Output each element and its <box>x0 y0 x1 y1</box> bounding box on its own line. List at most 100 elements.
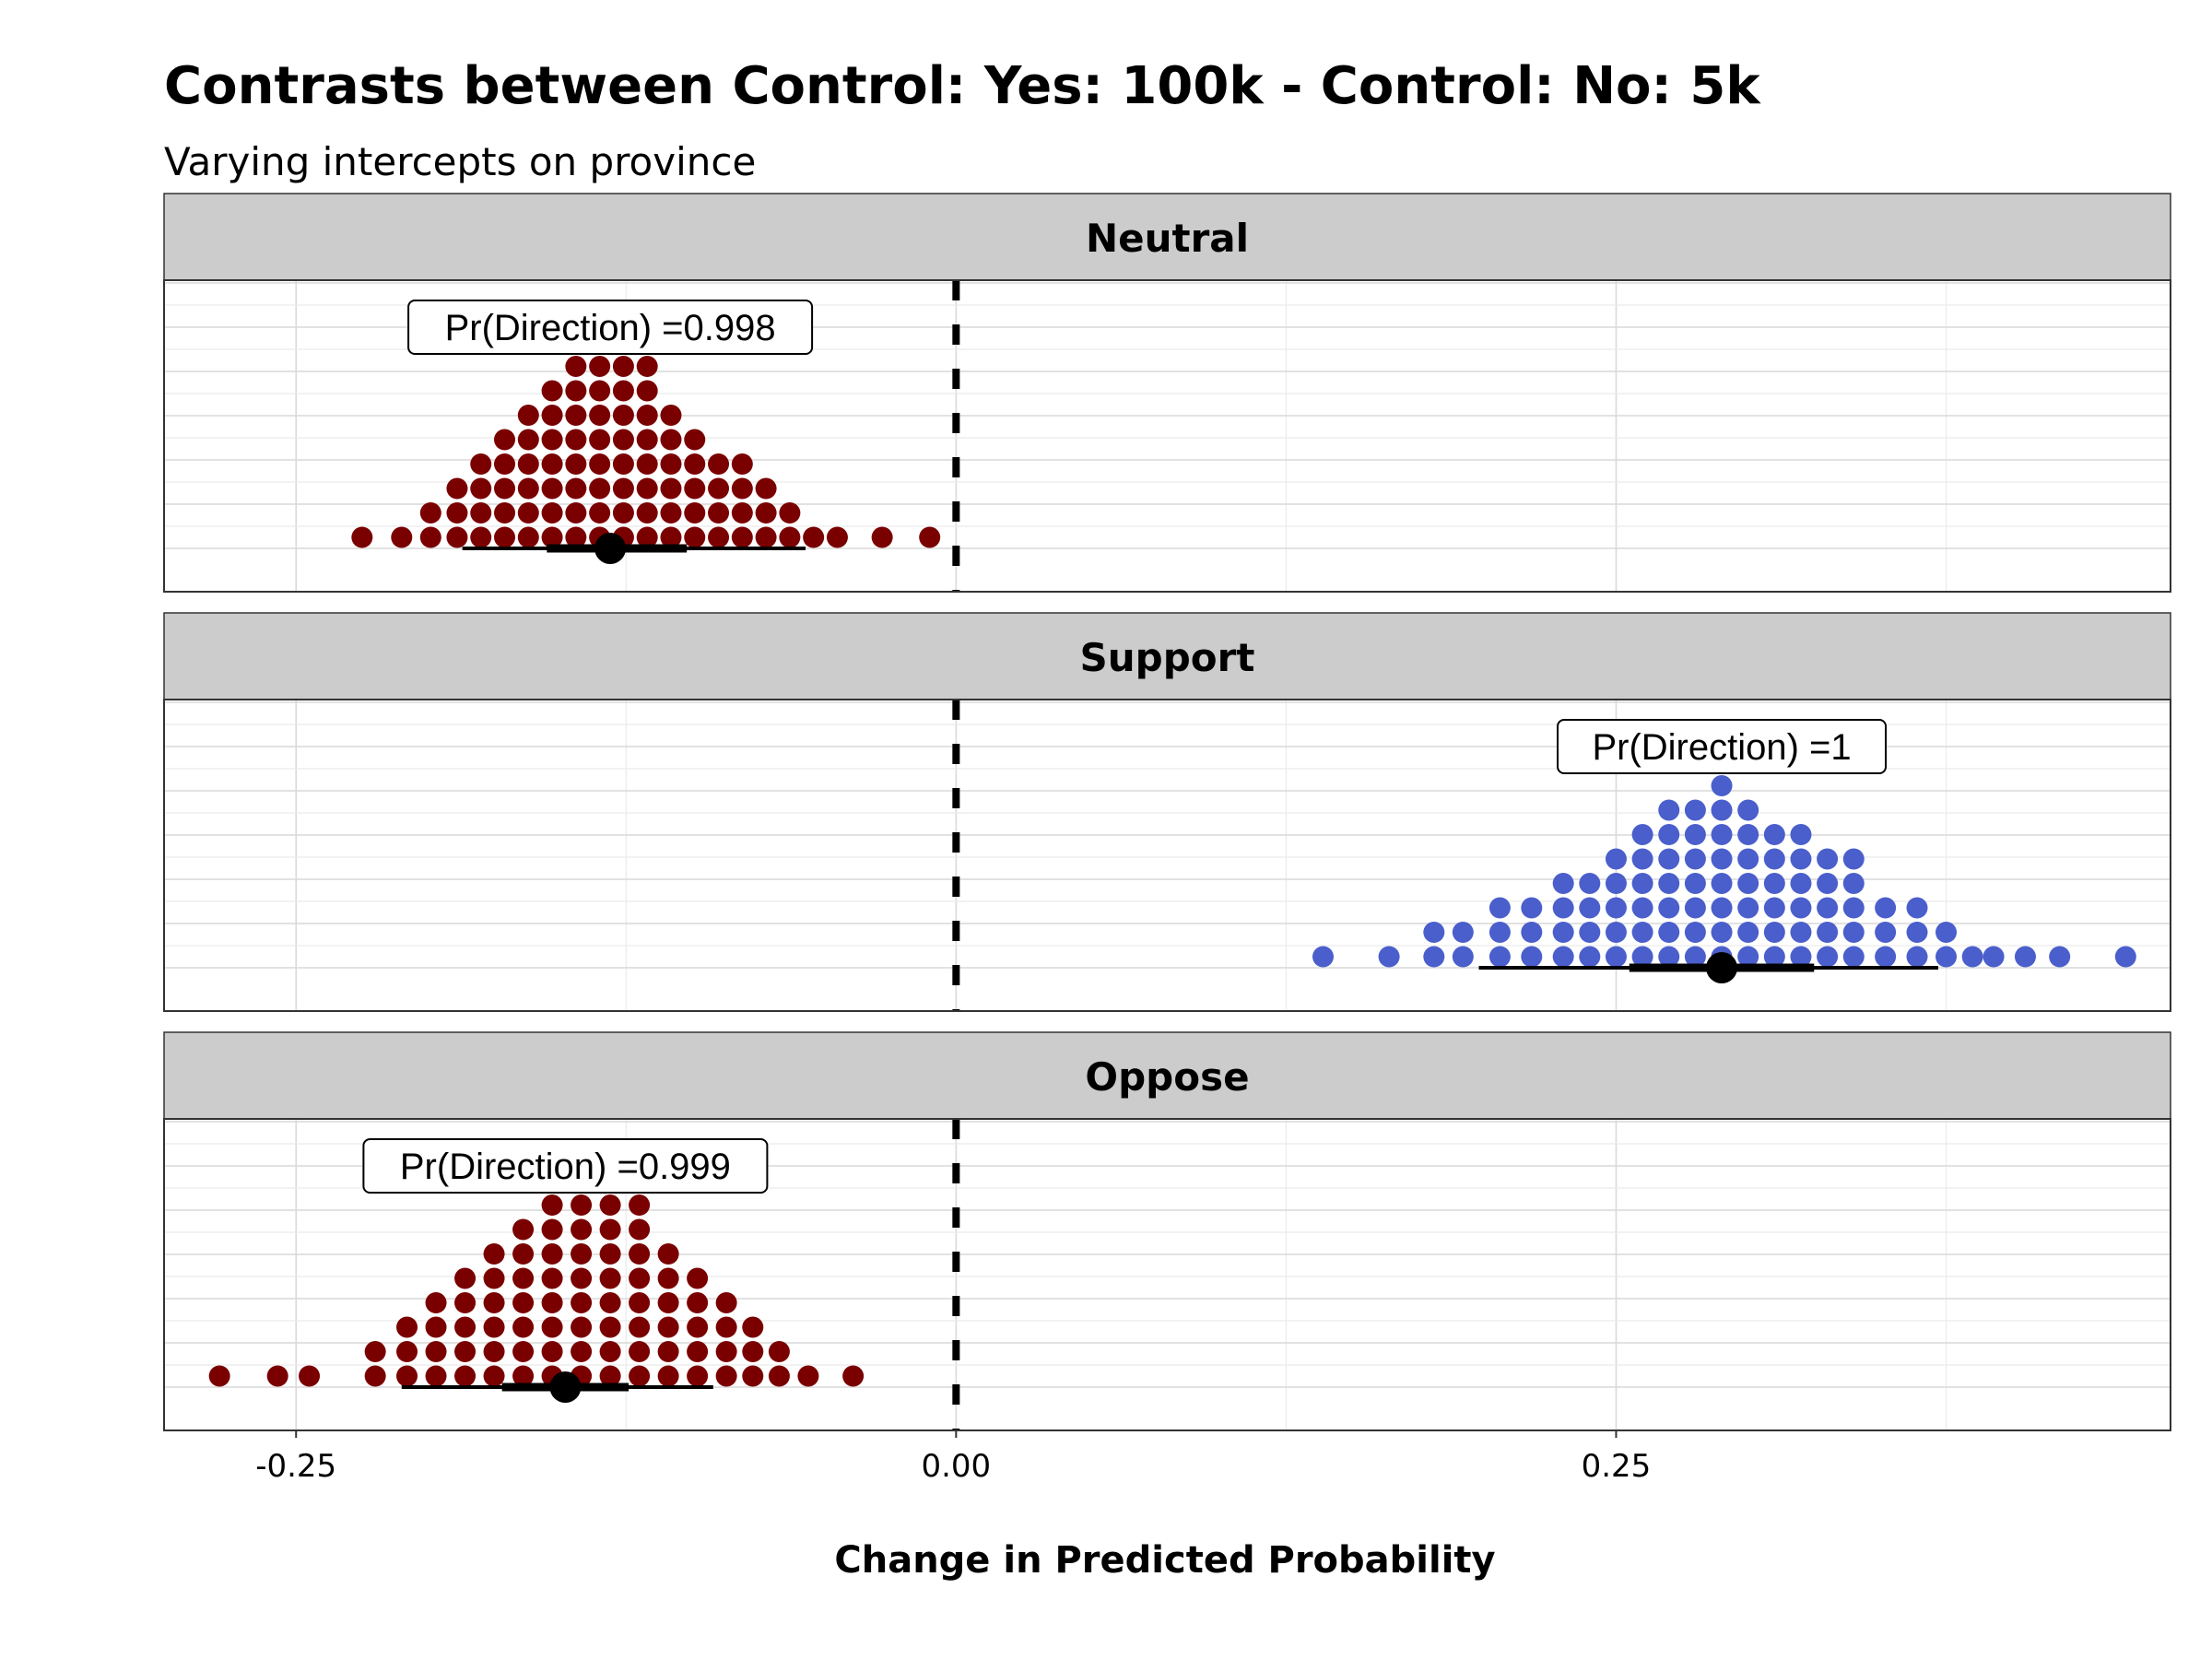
dot <box>919 526 941 548</box>
annotation-box <box>407 300 814 355</box>
dot <box>1763 922 1785 943</box>
dot <box>826 526 848 548</box>
dot <box>636 405 658 426</box>
dot <box>1579 873 1601 894</box>
dot <box>470 477 492 500</box>
dot <box>599 1341 621 1362</box>
dot <box>565 405 587 426</box>
dot <box>612 502 634 524</box>
dot <box>364 1365 386 1387</box>
dot <box>470 526 492 548</box>
dot <box>470 502 492 524</box>
dot <box>483 1341 505 1362</box>
dot <box>1737 873 1759 894</box>
dot <box>541 526 563 548</box>
panel-border <box>163 279 2171 593</box>
dot <box>636 453 658 475</box>
facet-panel-neutral: Neutral Pr(Direction) =0.998 <box>163 193 2171 593</box>
dot <box>454 1365 477 1387</box>
dot <box>1711 873 1733 894</box>
dot <box>512 1243 535 1265</box>
dot <box>512 1218 535 1241</box>
dot <box>541 1194 563 1216</box>
dot <box>1790 897 1812 919</box>
dot <box>871 526 893 548</box>
dot <box>1906 946 1928 968</box>
dot <box>1684 897 1706 919</box>
dot <box>636 502 658 524</box>
dot <box>1737 897 1759 919</box>
dot <box>629 1194 651 1216</box>
annotation-box <box>1557 719 1888 774</box>
dot <box>565 526 587 548</box>
dot <box>364 1341 386 1362</box>
dot <box>565 502 587 524</box>
dot <box>571 1218 593 1241</box>
dot <box>1842 897 1865 919</box>
dot <box>1579 922 1601 943</box>
dot <box>657 1243 679 1265</box>
dot <box>1552 946 1574 968</box>
dot <box>629 1243 651 1265</box>
dot <box>1711 824 1733 845</box>
dot <box>565 429 587 451</box>
dot <box>1631 824 1653 845</box>
dot <box>483 1365 505 1387</box>
dot <box>494 502 516 524</box>
dot <box>517 429 539 451</box>
dot <box>1763 897 1785 919</box>
dot <box>1763 873 1785 894</box>
dot <box>1790 873 1812 894</box>
dot <box>657 1341 679 1362</box>
dot <box>1961 946 1983 968</box>
dot <box>512 1267 535 1289</box>
dot <box>1423 922 1445 943</box>
dot <box>660 477 682 500</box>
dot <box>708 453 730 475</box>
dot <box>1936 946 1958 968</box>
dot <box>1737 824 1759 845</box>
facet-panel-support: Support Pr(Direction) =1 <box>163 612 2171 1012</box>
dot <box>803 526 825 548</box>
dot <box>1312 946 1335 968</box>
dot <box>517 526 539 548</box>
dot <box>599 1243 621 1265</box>
dot <box>1711 848 1733 870</box>
dot <box>483 1243 505 1265</box>
dot <box>660 453 682 475</box>
dot <box>660 526 682 548</box>
dot <box>1631 873 1653 894</box>
dot <box>1906 922 1928 943</box>
dot <box>657 1267 679 1289</box>
dot <box>715 1341 737 1362</box>
dot <box>687 1316 709 1338</box>
chart-subtitle: Varying intercepts on province <box>164 139 756 184</box>
dot <box>1817 946 1839 968</box>
dot <box>731 526 753 548</box>
dot <box>629 1365 651 1387</box>
dot <box>1658 848 1680 870</box>
dot <box>541 453 563 475</box>
dot <box>1790 848 1812 870</box>
dot <box>589 477 611 500</box>
dot <box>494 477 516 500</box>
dot <box>589 429 611 451</box>
dot <box>731 453 753 475</box>
dot <box>396 1365 418 1387</box>
dot <box>1631 848 1653 870</box>
annotation-label: Pr(Direction) =1 <box>1592 727 1851 768</box>
dot <box>1452 922 1474 943</box>
dot <box>1378 946 1400 968</box>
dot <box>299 1365 321 1387</box>
dot <box>755 502 777 524</box>
dot <box>446 502 468 524</box>
dot <box>687 1267 709 1289</box>
dot <box>1936 922 1958 943</box>
dot <box>657 1292 679 1313</box>
dot <box>687 1292 709 1313</box>
dot <box>541 1292 563 1313</box>
dot <box>1605 946 1627 968</box>
facet-strip-label: Support <box>1080 635 1255 680</box>
facet-strip <box>163 1031 2171 1120</box>
facet-strip-label: Oppose <box>1085 1054 1249 1100</box>
